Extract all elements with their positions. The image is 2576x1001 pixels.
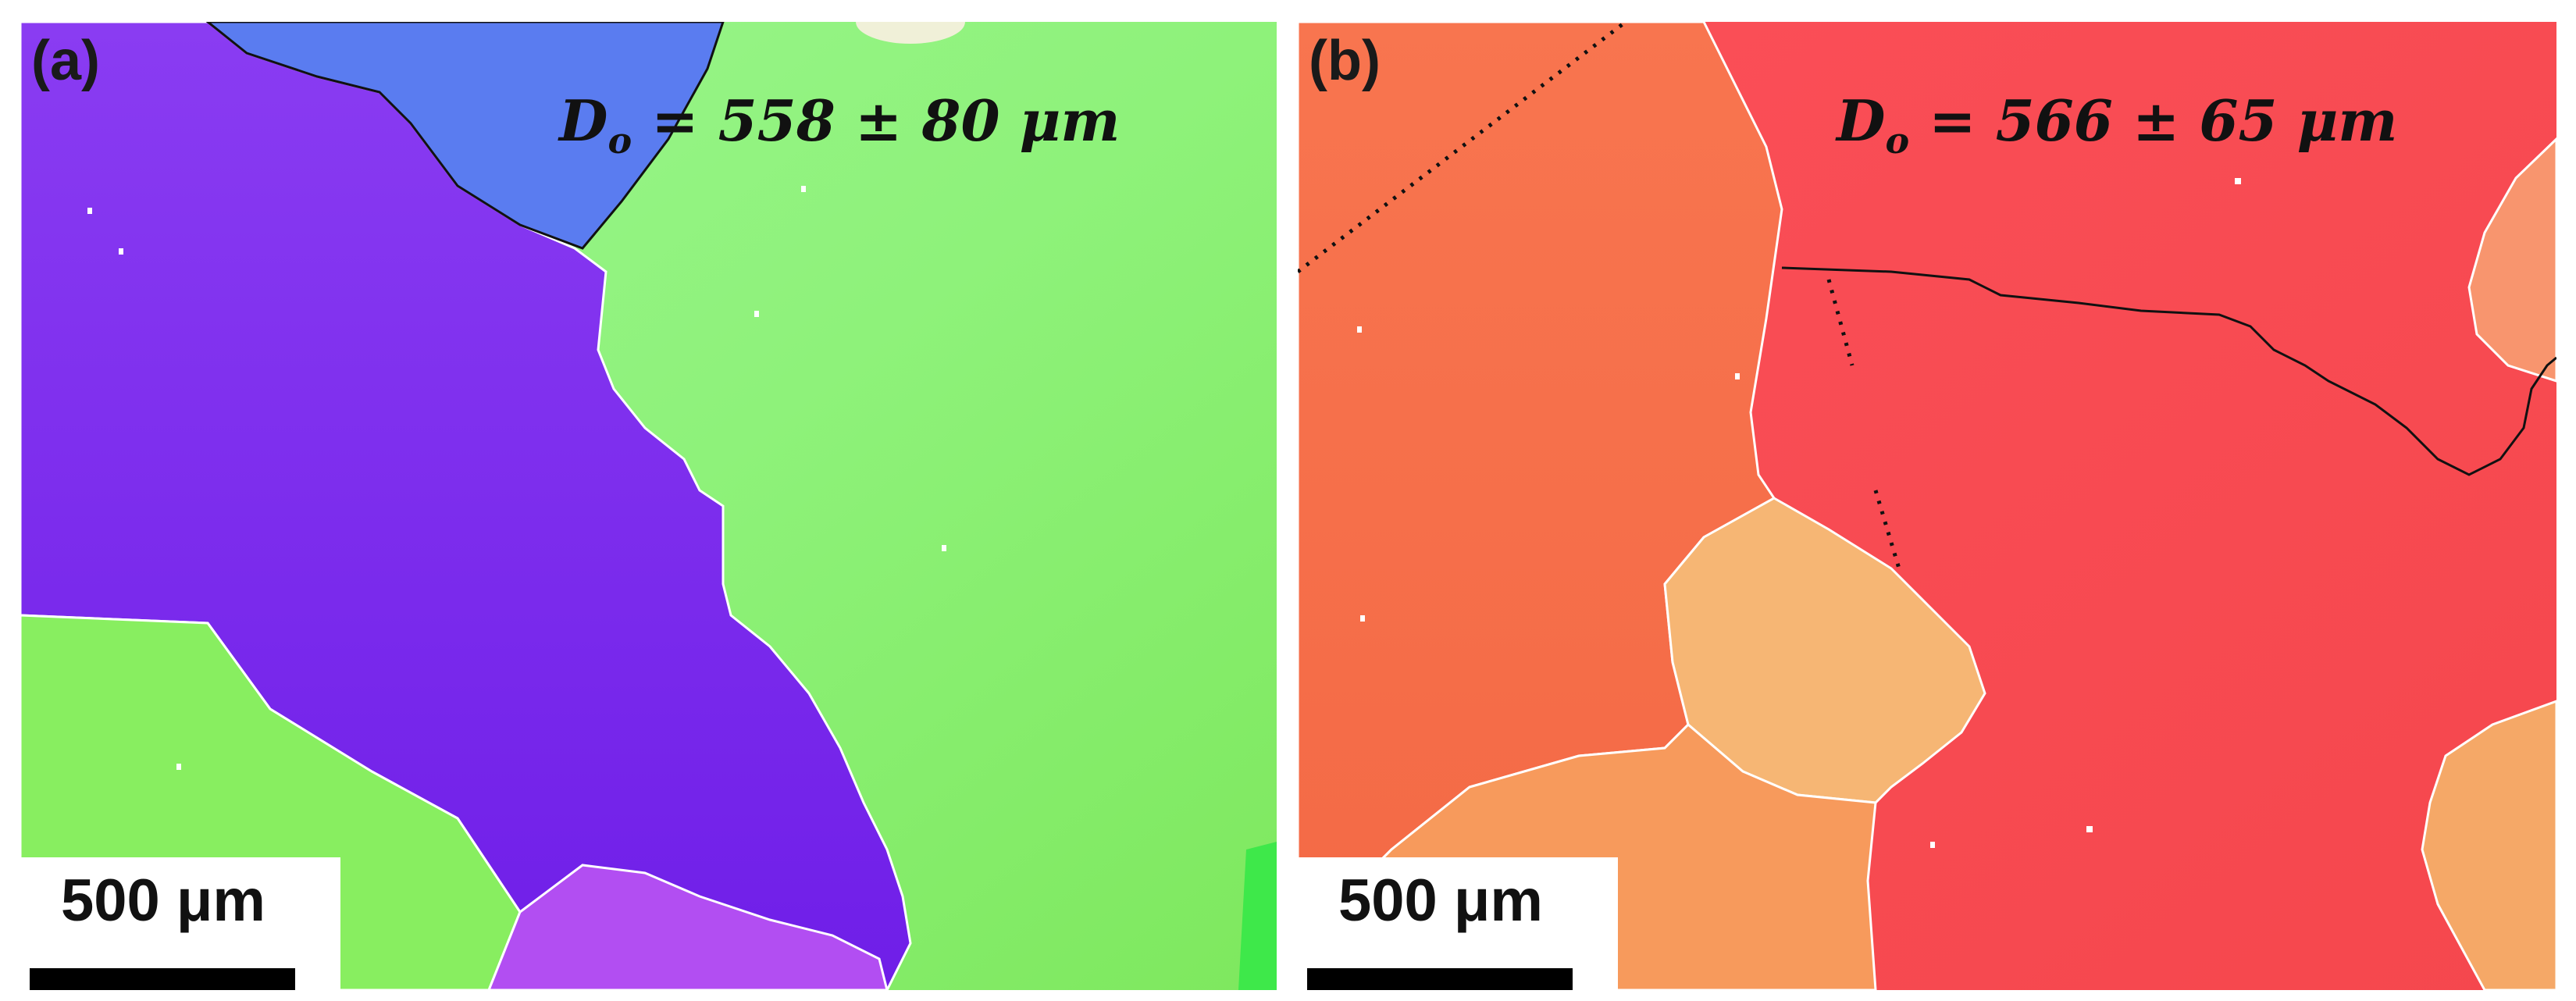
grain-green-edge: [1238, 842, 1277, 990]
formula-expression: = 558 ± 80 μm: [632, 87, 1121, 154]
grain-size-formula-a: Do = 558 ± 80 μm: [559, 87, 1121, 162]
panel-b: (b) Do = 566 ± 65 μm 500 μm: [1298, 22, 2556, 990]
dotted-line-low: [1873, 490, 1901, 569]
scale-bar-label-b: 500 μm: [1338, 867, 1543, 934]
grain-peach-right-bottom: [2421, 700, 2556, 990]
scale-bar-line-a: [30, 968, 295, 990]
formula-symbol: D: [1837, 87, 1886, 154]
formula-subscript: o: [1885, 119, 1910, 162]
grain-map-a: [20, 22, 1277, 990]
grain-magenta-bottom: [487, 864, 889, 990]
grain-blue-top: [205, 22, 725, 250]
grain-peach-center: [1663, 497, 1986, 804]
noise-dots: [1357, 178, 2241, 848]
panel-label-b: (b): [1309, 30, 1381, 92]
grain-boundary-line: [1781, 266, 2556, 476]
scale-bar-b: 500 μm: [1298, 857, 1618, 990]
dotted-line-mid: [1826, 279, 1855, 366]
grain-cream-top: [856, 22, 965, 44]
formula-expression: = 566 ± 65 μm: [1909, 87, 2398, 154]
grain-map-b: [1298, 22, 2556, 990]
scale-bar-label-a: 500 μm: [61, 867, 265, 934]
panel-a: (a) Do = 558 ± 80 μm 500 μm: [20, 22, 1277, 990]
formula-symbol: D: [559, 87, 608, 154]
noise-dots: [87, 186, 946, 770]
scale-bar-line-b: [1307, 968, 1573, 990]
panel-label-a: (a): [31, 30, 100, 92]
grain-salmon-right-top: [2467, 137, 2556, 383]
scale-bar-a: 500 μm: [20, 857, 340, 990]
grain-size-formula-b: Do = 566 ± 65 μm: [1837, 87, 2398, 162]
formula-subscript: o: [607, 119, 632, 162]
